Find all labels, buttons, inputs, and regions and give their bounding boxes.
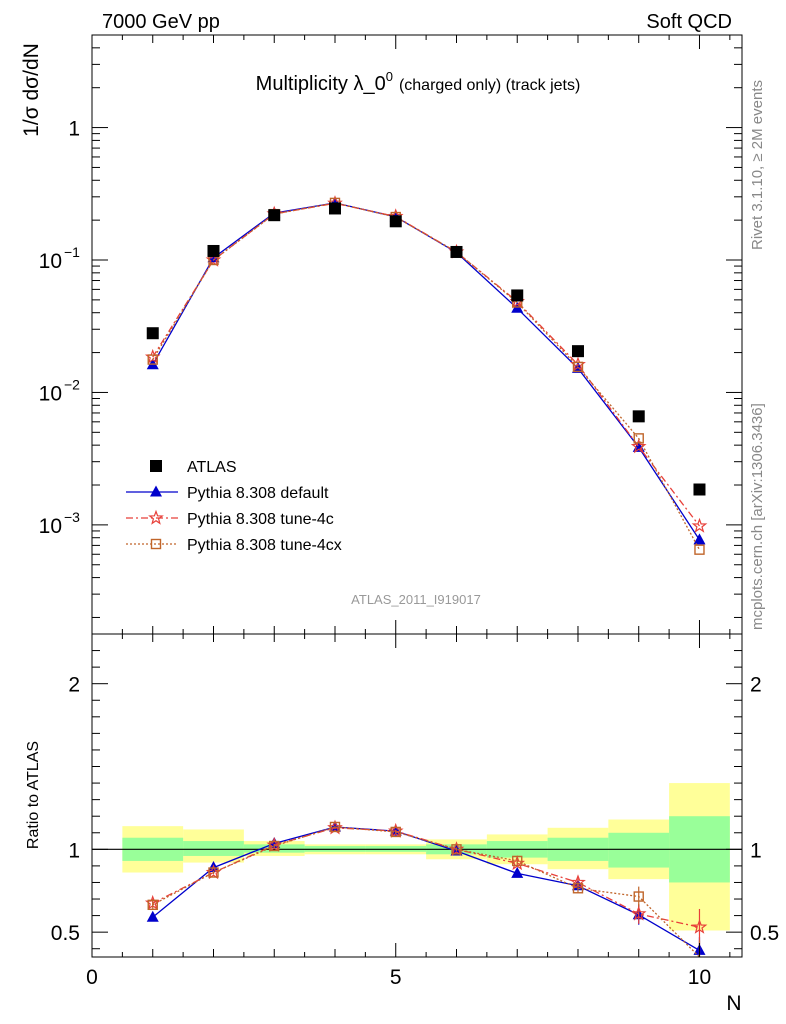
point-tune4cx (694, 544, 705, 555)
plot-title-small: (charged only) (track jets) (399, 77, 580, 94)
watermark: ATLAS_2011_I919017 (351, 592, 481, 607)
point-atlas (268, 209, 281, 222)
ratio-point-tune4cx (269, 840, 280, 852)
top-ylabel: 1/σ dσ/dN (20, 43, 43, 137)
ratio-y-tick-label-right: 0.5 (750, 922, 779, 945)
main-plot-series (144, 195, 708, 555)
ratio-y-tick-label-right: 1 (750, 839, 762, 862)
point-tune4cx (147, 354, 158, 365)
ratio-line-tune4cx (152, 826, 700, 958)
ratio-y-tick-label: 1 (68, 839, 80, 862)
mcplots-label: mcplots.cern.ch [arXiv:1306.3436] (749, 403, 766, 630)
ratio-point-tune4cx (147, 899, 158, 911)
ratio-y-tick-label-right: 2 (750, 674, 762, 697)
series-line-tune4cx (152, 202, 701, 551)
ratio-point-tune4cx (572, 883, 584, 894)
ratio-point-default (146, 910, 159, 922)
point-tune4c (691, 517, 708, 533)
rivet-label: Rivet 3.1.10, ≥ 2M events (749, 80, 766, 250)
legend-marker-tune4c (148, 509, 164, 525)
point-atlas (389, 215, 402, 228)
y-tick-exponent: −2 (64, 376, 80, 392)
point-tune4cx (633, 433, 644, 444)
y-tick-label: 10 (39, 250, 62, 273)
ratio-point-tune4cx (512, 855, 523, 867)
legend-marker-atlas (150, 460, 162, 472)
ratio-point-tune4cx (329, 821, 341, 833)
legend: ATLAS Pythia 8.308 default Pythia 8.308 tu… (126, 459, 342, 554)
ratio-point-tune4c (691, 918, 708, 934)
ratio-line-tune4c (152, 827, 700, 928)
x-tick-label: 0 (86, 966, 98, 989)
y-tick-exponent: −3 (64, 509, 80, 525)
ratio-ylabel: Ratio to ATLAS (25, 741, 42, 849)
legend-label-tune4cx: Pythia 8.308 tune-4cx (187, 537, 342, 554)
ratio-plot-frame (91, 633, 743, 958)
point-atlas (328, 202, 341, 215)
y-tick-label: 10 (39, 382, 62, 405)
header-right: Soft QCD (646, 11, 732, 33)
x-tick-label: 5 (390, 966, 402, 989)
y-tick-label: 1 (68, 118, 80, 141)
inner-band-bin (183, 841, 244, 856)
point-tune4c (630, 438, 647, 454)
y-tick-exponent: −1 (64, 244, 80, 260)
ratio-plot-series (144, 819, 708, 958)
ratio-point-tune4cx (633, 891, 644, 902)
inner-band-bin (608, 832, 670, 868)
ratio-y-tick-label: 2 (68, 674, 80, 697)
series-line-tune4c (152, 202, 701, 527)
ratio-point-tune4cx (390, 826, 401, 838)
point-atlas (693, 483, 706, 496)
plot-title-sup: 0 (386, 69, 393, 84)
xlabel: N (726, 992, 741, 1015)
header-left: 7000 GeV pp (102, 11, 220, 33)
plot-title-main: Multiplicity λ_0 (256, 73, 386, 95)
y-tick-label: 10 (39, 515, 62, 538)
ratio-line-default (152, 826, 700, 951)
x-tick-label: 10 (688, 966, 711, 989)
point-atlas (146, 327, 159, 340)
plot-title: Multiplicity λ_00 (charged only) (track j… (256, 69, 581, 95)
legend-label-atlas: ATLAS (187, 459, 237, 476)
point-atlas (571, 345, 584, 358)
ratio-y-tick-label: 0.5 (51, 922, 80, 945)
point-tune4cx (572, 361, 584, 373)
legend-label-default: Pythia 8.308 default (187, 485, 329, 502)
legend-marker-tune4cx (150, 538, 162, 550)
legend-label-tune4c: Pythia 8.308 tune-4c (187, 511, 334, 528)
ratio-point-tune4c (630, 905, 647, 921)
ratio-point-default (511, 866, 524, 878)
point-default (693, 533, 706, 545)
point-atlas (207, 244, 220, 257)
ratio-point-tune4cx (208, 867, 219, 878)
point-atlas (632, 410, 645, 423)
legend-marker-default (150, 485, 162, 497)
point-atlas (450, 245, 463, 258)
point-atlas (511, 289, 524, 302)
ratio-point-tune4cx (451, 844, 462, 855)
